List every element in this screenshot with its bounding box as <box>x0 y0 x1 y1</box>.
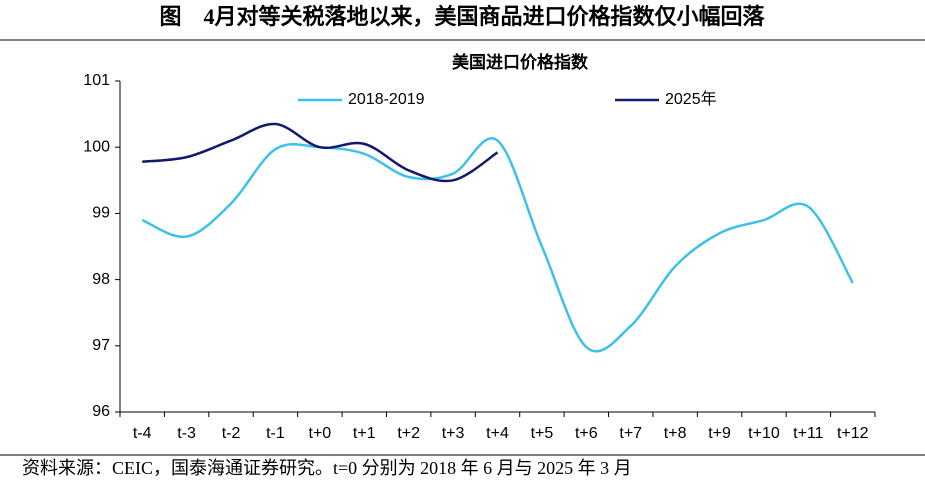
x-tick-label: t+6 <box>575 425 598 442</box>
x-tick-label: t+9 <box>708 425 731 442</box>
x-tick-label: t+0 <box>309 425 332 442</box>
series-line <box>142 122 499 183</box>
x-tick-label: t-3 <box>177 425 196 442</box>
y-tick-label: 98 <box>92 271 110 288</box>
series-line <box>141 137 854 353</box>
source-note: 资料来源：CEIC，国泰海通证券研究。t=0 分别为 2018 年 6 月与 2… <box>22 458 632 478</box>
figure-title: 图 4月对等关税落地以来，美国商品进口价格指数仅小幅回落 <box>159 4 765 29</box>
x-tick-label: t+12 <box>837 425 869 442</box>
chart-title: 美国进口价格指数 <box>452 52 589 72</box>
x-tick-label: t+8 <box>664 425 687 442</box>
x-tick-label: t+11 <box>793 425 824 442</box>
x-tick-label: t+7 <box>619 425 642 442</box>
y-tick-label: 101 <box>83 72 110 89</box>
y-tick-label: 100 <box>83 138 110 155</box>
legend-label: 2018-2019 <box>348 91 425 108</box>
x-tick-label: t+1 <box>353 425 376 442</box>
x-tick-label: t+3 <box>442 425 465 442</box>
x-tick-label: t-1 <box>266 425 285 442</box>
x-tick-label: t+10 <box>748 425 780 442</box>
x-tick-label: t+4 <box>486 425 509 442</box>
x-tick-label: t+5 <box>531 425 554 442</box>
legend-label: 2025年 <box>665 90 717 108</box>
x-tick-label: t-2 <box>222 425 241 442</box>
y-tick-label: 99 <box>92 205 110 222</box>
y-tick-label: 97 <box>92 337 110 354</box>
x-tick-label: t-4 <box>133 425 152 442</box>
y-tick-label: 96 <box>92 403 110 420</box>
x-tick-label: t+2 <box>397 425 420 442</box>
